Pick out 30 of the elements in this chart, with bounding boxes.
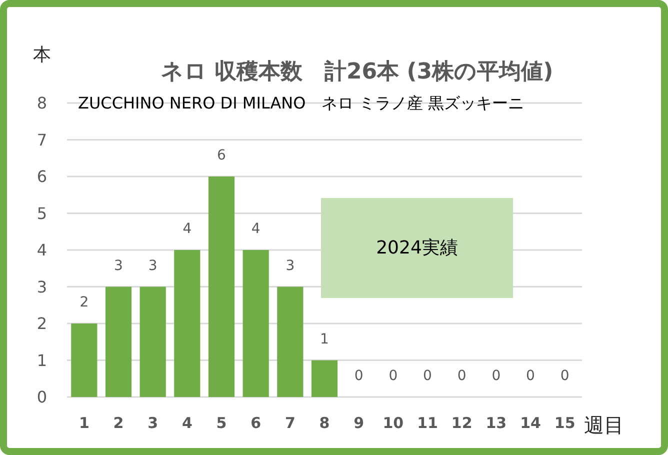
ylabel: 本 — [33, 44, 51, 66]
subtitle: ZUCCHINO NERO DI MILANO ネロ ミラノ産 黒ズッキーニ — [78, 94, 524, 112]
title: ネロ 収穫本数 計26本 (3株の平均値) — [160, 60, 554, 84]
x-tick-label: 15 — [554, 414, 576, 432]
x-tick-label: 10 — [382, 414, 404, 432]
y-tick-label: 5 — [36, 204, 48, 223]
x-tick-label: 6 — [250, 414, 262, 432]
y-tick-label: 3 — [36, 277, 48, 296]
xlabel: 週目 — [584, 413, 624, 437]
y-tick-label: 2 — [36, 314, 48, 333]
x-tick-label: 7 — [284, 414, 296, 432]
x-tick-label: 3 — [148, 414, 158, 432]
x-tick-label: 2 — [113, 414, 124, 432]
x-tick-label: 8 — [319, 414, 330, 432]
x-tick-label: 5 — [216, 414, 227, 432]
y-tick-label: 0 — [36, 388, 48, 406]
y-tick-label: 7 — [36, 130, 48, 150]
x-tick-label: 14 — [520, 414, 541, 432]
x-tick-label: 4 — [182, 414, 192, 432]
y-tick-label: 6 — [36, 167, 48, 186]
annotation: 2024実績 — [376, 238, 458, 258]
x-tick-label: 9 — [354, 414, 364, 432]
x-tick-label: 12 — [451, 414, 472, 432]
annotation: 2024実績 — [321, 198, 513, 298]
y-tick-label: 8 — [36, 94, 48, 112]
x-tick-label: 11 — [417, 414, 438, 432]
x-tick-label: 1 — [78, 414, 90, 432]
y-tick-label: 1 — [36, 350, 48, 370]
y-tick-label: 4 — [36, 240, 48, 260]
x-tick-label: 13 — [486, 414, 507, 432]
